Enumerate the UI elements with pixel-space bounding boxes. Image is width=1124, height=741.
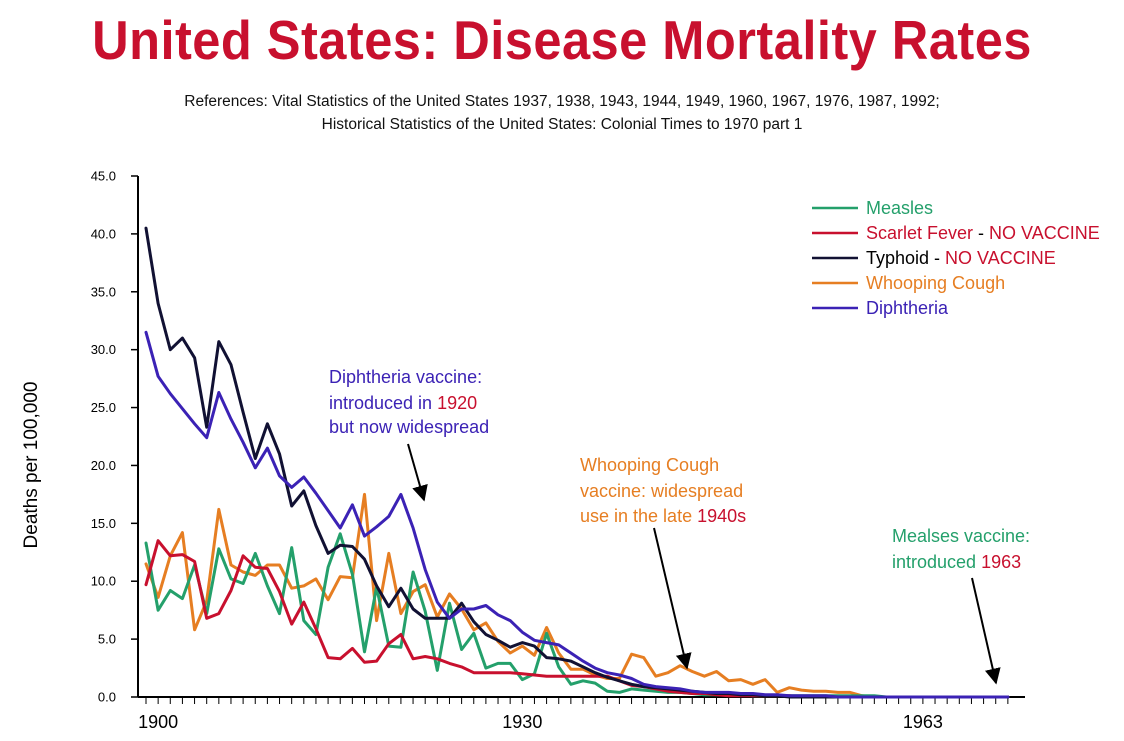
y-tick-label: 25.0 <box>91 400 116 415</box>
y-tick-label: 45.0 <box>91 169 116 184</box>
references-line-1: References: Vital Statistics of the Unit… <box>184 93 940 110</box>
series-line-measles <box>144 532 1010 699</box>
annotation-whooping-line-2: vaccine: widespread <box>580 481 743 501</box>
legend-suffix-scarlet: NO VACCINE <box>989 223 1100 243</box>
y-tick-label: 30.0 <box>91 342 116 357</box>
annotation-whooping-prefix: use in the late <box>580 506 697 526</box>
annotation-whooping-line-1: Whooping Cough <box>580 455 719 475</box>
series-line-whooping <box>144 492 1010 699</box>
legend-name-scarlet: Scarlet Fever <box>866 223 973 243</box>
legend-label-whooping: Whooping Cough <box>866 273 1005 293</box>
series-line-diphtheria <box>144 330 1010 699</box>
legend-name-measles: Measles <box>866 198 933 218</box>
series-lines <box>144 226 1010 699</box>
annotation-whooping-arrow <box>653 527 692 670</box>
y-tick-label: 40.0 <box>91 226 116 241</box>
y-tick-label: 15.0 <box>91 516 116 531</box>
annotation-diphtheria-line-3: but now widespread <box>329 417 489 437</box>
legend-name-diphtheria: Diphtheria <box>866 298 949 318</box>
x-tick-label: 1900 <box>138 712 178 732</box>
annotation-diphtheria-arrow <box>407 443 428 502</box>
y-tick-label: 20.0 <box>91 458 116 473</box>
annotation-measles-line-2: introduced 1963 <box>892 552 1021 572</box>
legend-dash: - <box>973 223 989 243</box>
references-line-2: Historical Statistics of the United Stat… <box>321 116 803 133</box>
axes: 0.0 5.0 10.0 15.0 20.0 25.0 30.0 35.0 40.0 45.0 1… <box>91 169 1025 732</box>
annotation-measles-year: 1963 <box>981 552 1021 572</box>
annotation-measles: Mealses vaccine: introduced 1963 <box>892 526 1030 685</box>
legend-name-typhoid: Typhoid <box>866 248 929 268</box>
annotation-whooping-year: 1940s <box>697 506 746 526</box>
annotation-whooping-line-3: use in the late 1940s <box>580 506 746 526</box>
annotation-diphtheria-line-2: introduced in 1920 <box>329 393 477 413</box>
annotation-measles-prefix: introduced <box>892 552 981 572</box>
y-tick-label: 0.0 <box>98 690 116 705</box>
y-tick-label: 10.0 <box>91 574 116 589</box>
legend-label-diphtheria: Diphtheria <box>866 298 949 318</box>
annotation-diphtheria-prefix: introduced in <box>329 393 437 413</box>
annotation-diphtheria-year: 1920 <box>437 393 477 413</box>
legend-label-measles: Measles <box>866 198 933 218</box>
legend-label-scarlet: Scarlet Fever - NO VACCINE <box>866 223 1100 243</box>
annotation-diphtheria: Diphtheria vaccine: introduced in 1920 b… <box>329 367 489 502</box>
legend-suffix-typhoid: NO VACCINE <box>945 248 1056 268</box>
x-tick-label: 1930 <box>502 712 542 732</box>
x-tick-label: 1963 <box>903 712 943 732</box>
legend-dash: - <box>929 248 945 268</box>
annotation-measles-arrow <box>971 577 1001 685</box>
legend-name-whooping: Whooping Cough <box>866 273 1005 293</box>
annotation-diphtheria-line-1: Diphtheria vaccine: <box>329 367 482 387</box>
annotation-whooping: Whooping Cough vaccine: widespread use i… <box>580 455 746 670</box>
y-axis-label: Deaths per 100,000 <box>21 382 42 549</box>
annotation-measles-line-1: Mealses vaccine: <box>892 526 1030 546</box>
legend-label-typhoid: Typhoid - NO VACCINE <box>866 248 1056 268</box>
chart-title: United States: Disease Mortality Rates <box>92 9 1032 71</box>
y-tick-label: 5.0 <box>98 632 116 647</box>
y-tick-label: 35.0 <box>91 284 116 299</box>
